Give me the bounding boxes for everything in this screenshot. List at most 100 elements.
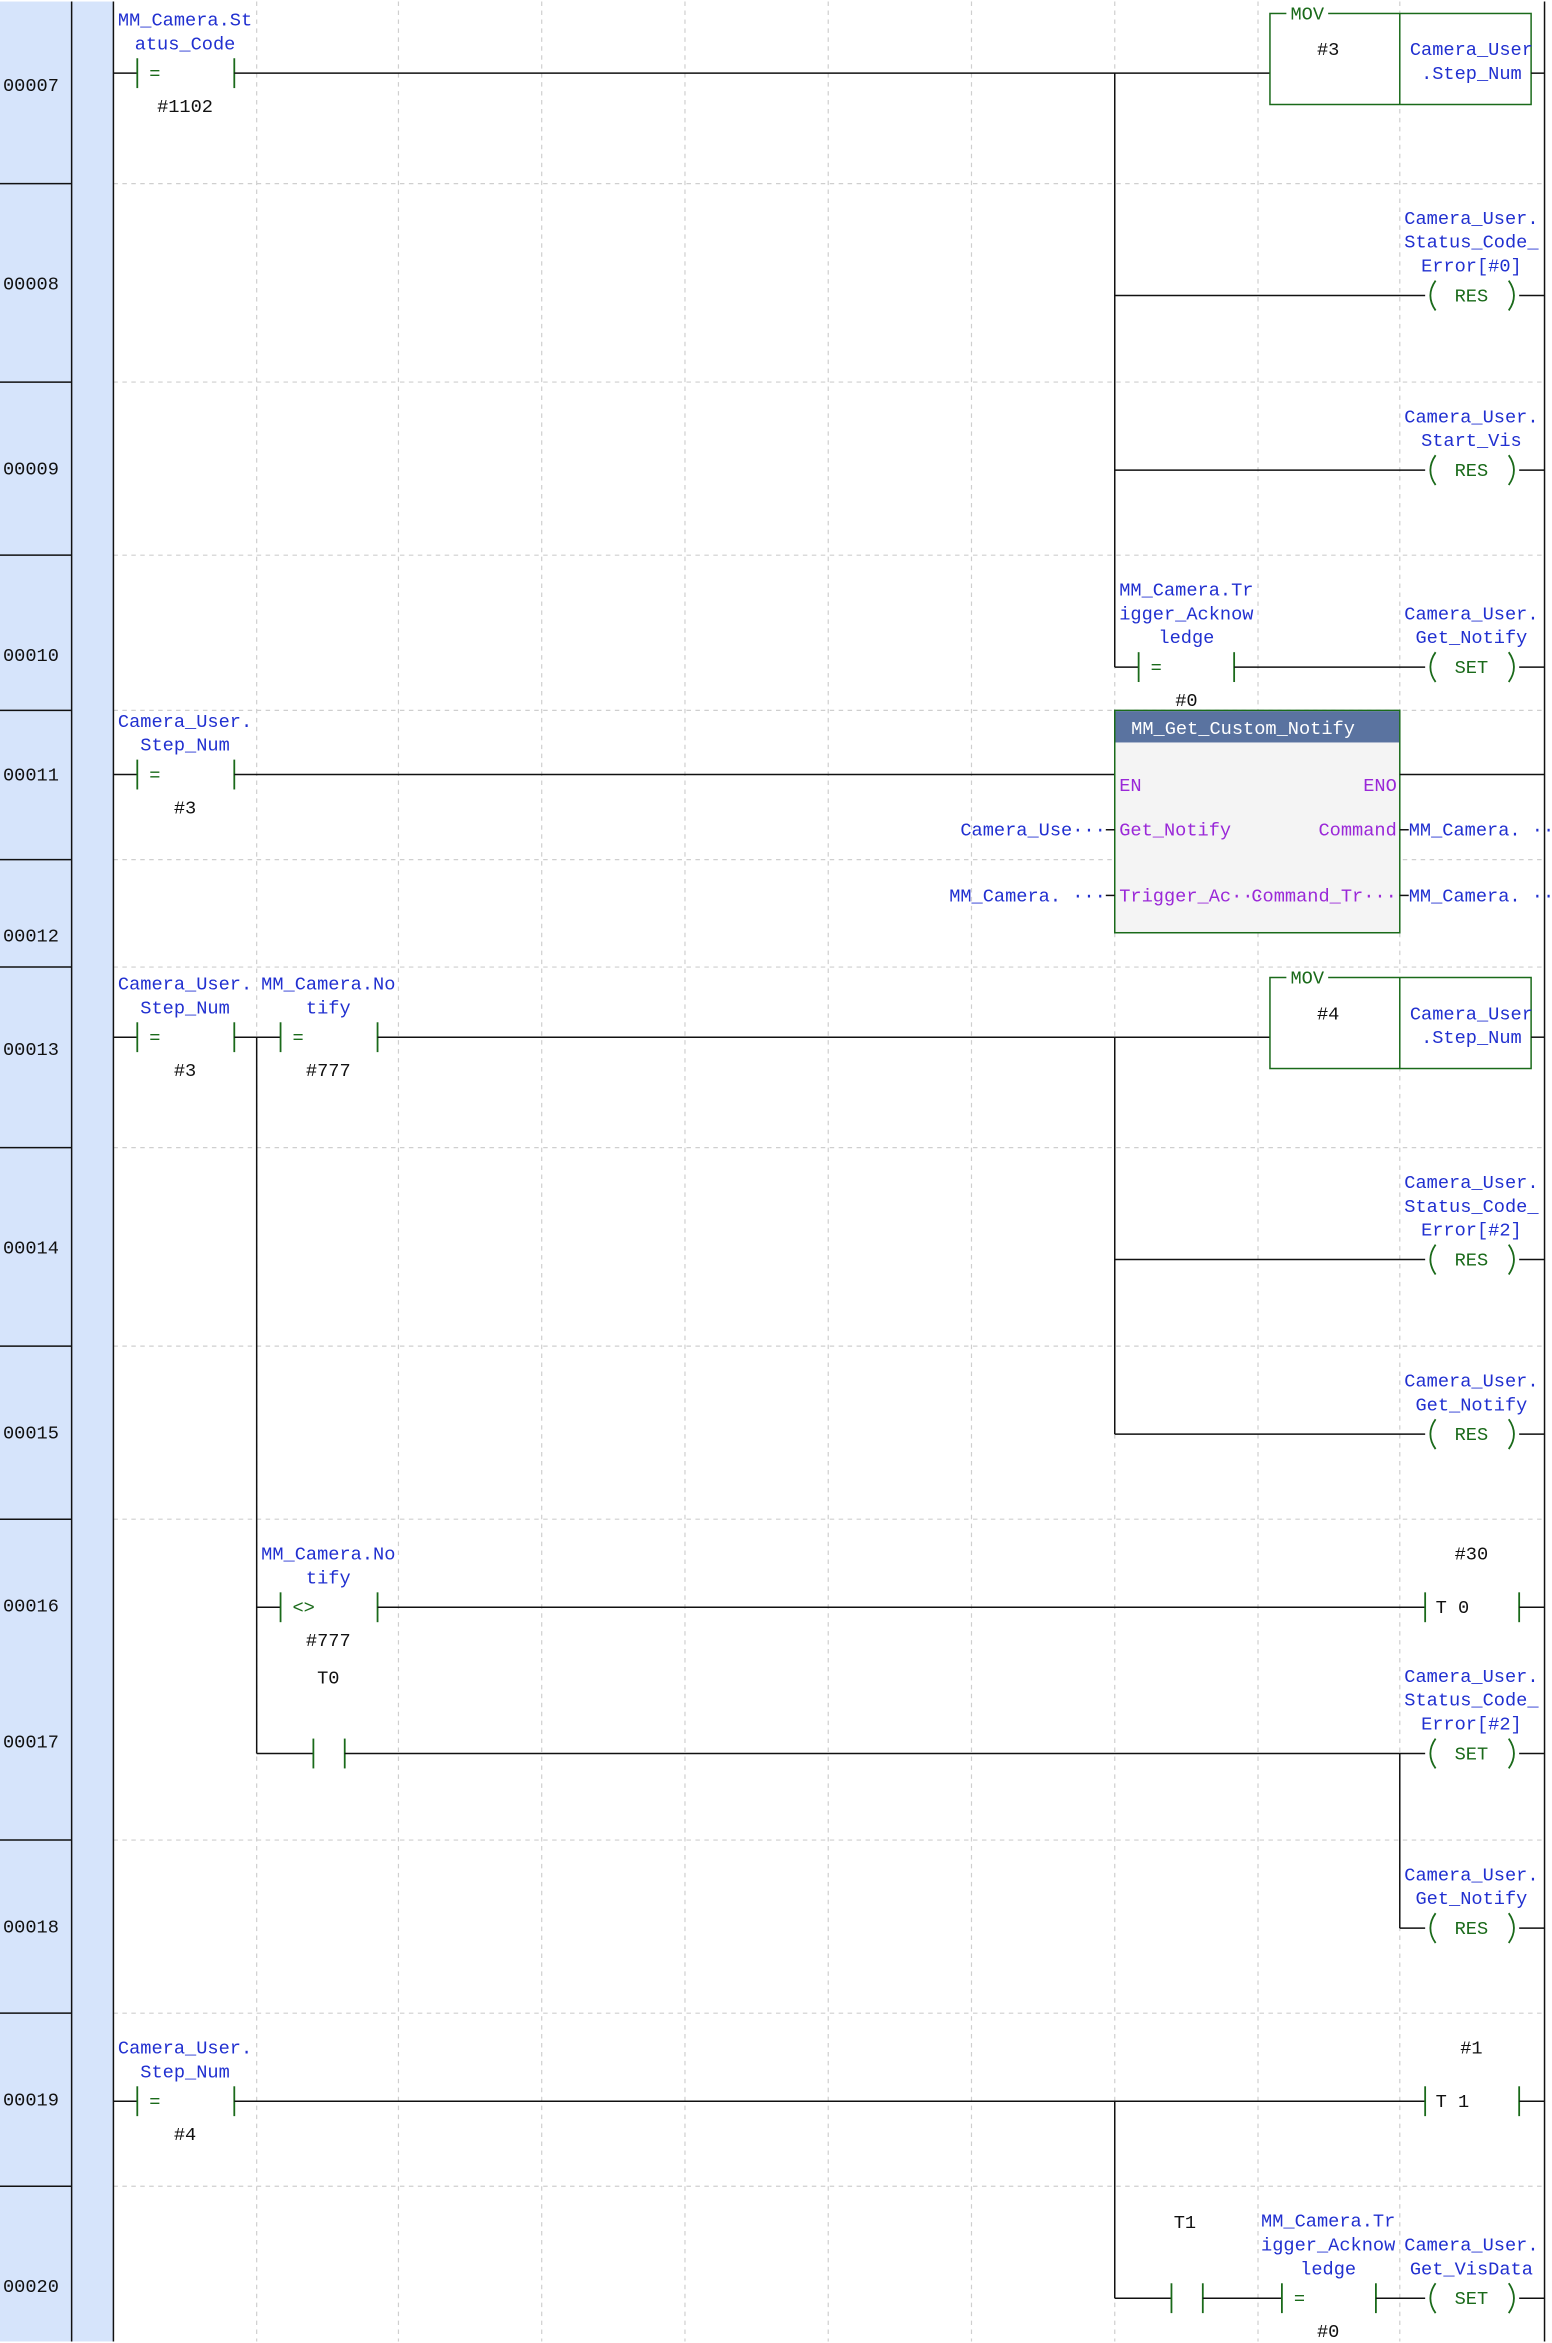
coil-operand: Start_Vis	[1421, 430, 1522, 452]
coil-type: RES	[1455, 1250, 1489, 1272]
pin-trigger-ack: Trigger_Ac···	[1119, 885, 1264, 907]
contact-operand: Camera_User.	[118, 711, 252, 733]
rung-number-column	[0, 1, 114, 2342]
mov-block[interactable]: MOV #3 Camera_User.Step_Num	[1269, 3, 1533, 106]
contact-operand: igger_Acknow	[1119, 603, 1253, 625]
timer-name: T 0	[1436, 1597, 1470, 1619]
contact-operand: tify	[306, 1567, 351, 1589]
coil-operand: Status_Code_	[1404, 232, 1539, 254]
rung-number: 00011	[3, 765, 59, 787]
contact-operand: Camera_User.	[118, 2037, 252, 2059]
contact-operand: MM_Camera.No	[261, 973, 395, 995]
rung-number: 00018	[3, 1917, 59, 1939]
contact-operand: tify	[306, 997, 351, 1019]
coil-left-paren	[1429, 280, 1437, 311]
contact[interactable]: Camera_User.Step_Num = #3	[118, 973, 252, 1082]
mov-destination: Camera_User	[1410, 1003, 1533, 1025]
mov-block[interactable]: MOV #4 Camera_User.Step_Num	[1269, 967, 1533, 1070]
input-variable[interactable]: Camera_Use···	[960, 820, 1105, 842]
contact[interactable]: T1	[1170, 2212, 1204, 2314]
coil[interactable]: SET Camera_User.Status_Code_Error[#2]	[1404, 1666, 1539, 1769]
coil-operand: Error[#2]	[1421, 1220, 1522, 1242]
input-variable[interactable]: MM_Camera. ···	[949, 885, 1106, 907]
coil-operand: Get_Notify	[1415, 627, 1527, 649]
coil-type: RES	[1455, 285, 1489, 307]
compare-operator: =	[1294, 2288, 1305, 2310]
compare-value: #3	[174, 1060, 196, 1082]
coil-operand: Status_Code_	[1404, 1196, 1539, 1218]
contact-operand: ledge	[1158, 627, 1214, 649]
block-body	[1114, 709, 1401, 934]
coil-right-paren	[1507, 454, 1515, 486]
mov-title-bg	[1286, 4, 1329, 23]
mov-source: #4	[1317, 1003, 1339, 1025]
mov-destination: Camera_User	[1410, 39, 1533, 61]
contact-operand: atus_Code	[135, 33, 236, 55]
function-block-mm-get-custom-notify[interactable]: MM_Get_Custom_Notify EN ENO Get_Notify Comma…	[1114, 709, 1401, 934]
contact-operand: Step_Num	[140, 735, 230, 757]
coil-type: RES	[1455, 1918, 1489, 1940]
rung-number: 00014	[3, 1238, 59, 1260]
output-variable[interactable]: MM_Camera. ···	[1409, 885, 1552, 907]
compare-value: #1102	[157, 96, 213, 118]
rung-number: 00016	[3, 1596, 59, 1618]
compare-operator: <>	[292, 1597, 314, 1619]
coil[interactable]: SET Camera_User.Get_VisData	[1404, 2234, 1539, 2314]
coil-type: SET	[1455, 657, 1489, 679]
coil-right-paren	[1507, 651, 1515, 683]
output-variable[interactable]: MM_Camera. ···	[1409, 820, 1552, 842]
coil-right-paren	[1507, 2282, 1515, 2314]
compare-operator: =	[149, 765, 160, 787]
contact-operand: Camera_User.	[118, 973, 252, 995]
contact[interactable]: Camera_User.Step_Num = #3	[118, 711, 252, 820]
pin-get-notify: Get_Notify	[1119, 820, 1231, 842]
contact[interactable]: Camera_User.Step_Num = #4	[118, 2037, 252, 2146]
timer[interactable]: T 1 #1	[1424, 2037, 1521, 2117]
contact-operand: MM_Camera.St	[118, 9, 252, 31]
coil-right-paren	[1507, 1244, 1515, 1275]
coil-left-paren	[1429, 2282, 1437, 2314]
contact-operand: Step_Num	[140, 2061, 230, 2083]
coil[interactable]: RES Camera_User.Status_Code_Error[#0]	[1404, 208, 1539, 311]
coil[interactable]: RES Camera_User.Start_Vis	[1404, 406, 1539, 486]
rung-number: 00019	[3, 2090, 59, 2112]
contact-operand: ledge	[1300, 2258, 1356, 2280]
coil[interactable]: RES Camera_User.Get_Notify	[1404, 1864, 1539, 1944]
coil-operand: Camera_User.	[1404, 1172, 1538, 1194]
timer[interactable]: T 0 #30	[1424, 1544, 1521, 1623]
mov-label: MOV	[1290, 3, 1324, 25]
coil-left-paren	[1429, 1912, 1437, 1944]
contact[interactable]: MM_Camera.Notify=#777	[261, 973, 395, 1082]
mov-source: #3	[1317, 39, 1339, 61]
contact[interactable]: MM_Camera.Notify <> #777	[261, 1544, 395, 1653]
coil[interactable]: SET Camera_User.Get_Notify	[1404, 603, 1539, 683]
timer-preset: #1	[1460, 2037, 1482, 2059]
mov-title-bg	[1286, 968, 1329, 987]
coil[interactable]: RES Camera_User.Status_Code_Error[#2]	[1404, 1172, 1539, 1275]
coil[interactable]: RES Camera_User.Get_Notify	[1404, 1370, 1539, 1450]
coil-operand: Camera_User.	[1404, 406, 1538, 428]
coil-operand: Status_Code_	[1404, 1690, 1539, 1712]
contact-operand: T0	[317, 1667, 339, 1689]
coil-right-paren	[1507, 1418, 1515, 1450]
rung-number: 00009	[3, 459, 59, 481]
coil-operand: Error[#0]	[1421, 256, 1522, 278]
compare-value: #777	[306, 1630, 351, 1652]
rung-number: 00015	[3, 1423, 59, 1445]
rung-number: 00013	[3, 1039, 59, 1061]
pin-eno: ENO	[1363, 775, 1397, 797]
rung-number: 00012	[3, 926, 59, 948]
contact-operand: MM_Camera.Tr	[1261, 2211, 1395, 2233]
contact[interactable]: MM_Camera.Status_Code = #1102	[118, 9, 252, 118]
contact-operand: igger_Acknow	[1261, 2234, 1395, 2256]
coil-operand: Camera_User.	[1404, 2234, 1538, 2256]
contact[interactable]: T0	[312, 1667, 346, 1769]
coil-left-paren	[1429, 1418, 1437, 1450]
block-header	[1115, 711, 1400, 743]
block-title: MM_Get_Custom_Notify	[1131, 718, 1355, 740]
mov-destination: .Step_Num	[1421, 63, 1522, 85]
rung-number: 00020	[3, 2276, 59, 2298]
